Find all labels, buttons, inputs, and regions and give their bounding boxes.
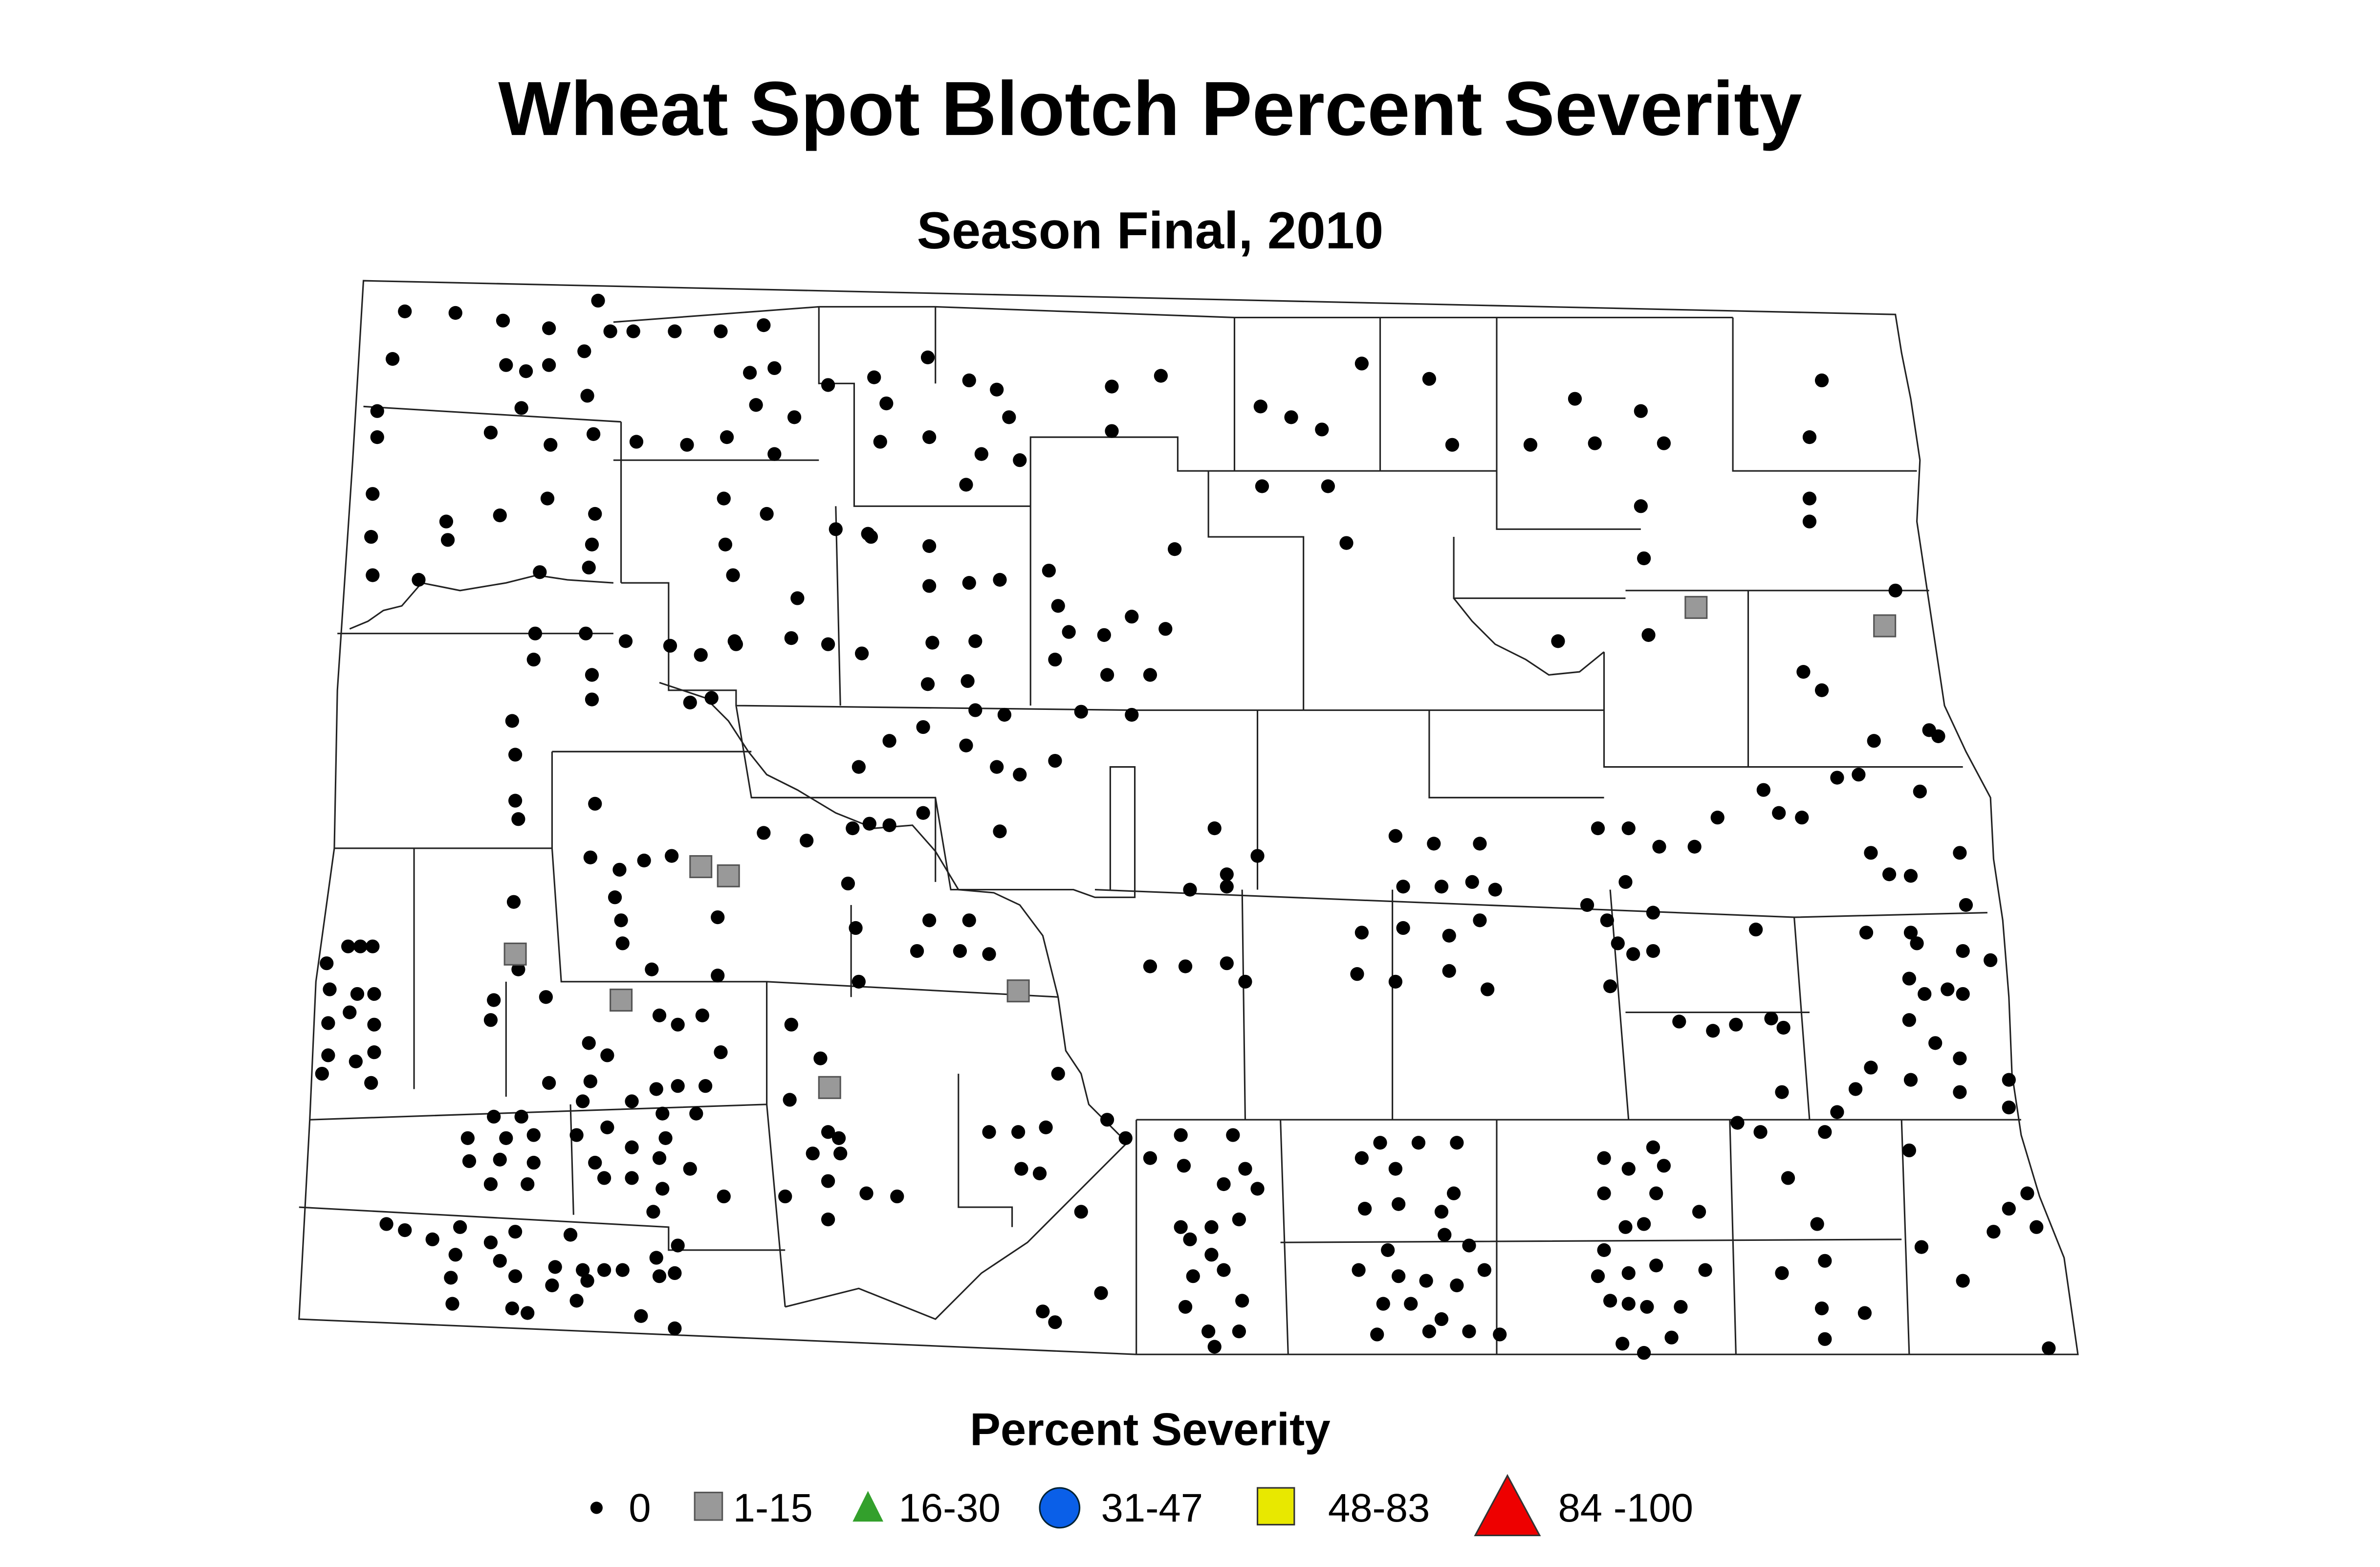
legend-symbol: [1039, 1487, 1081, 1529]
legend-label: 1-15: [733, 1486, 813, 1530]
state-outline: [298, 280, 2079, 1355]
legend-title: Percent Severity: [970, 1403, 1331, 1455]
map-title: Wheat Spot Blotch Percent Severity: [498, 66, 1802, 152]
legend-symbol: [590, 1501, 603, 1514]
legend-symbol: [852, 1491, 884, 1522]
legend: Percent Severity 0 1-15 16-30 31-47 48-8…: [590, 1403, 1693, 1536]
zero-severity-sites: [315, 293, 2056, 1360]
legend-label: 0: [629, 1486, 651, 1530]
legend-label: 31-47: [1101, 1486, 1203, 1530]
map-subtitle: Season Final, 2010: [917, 201, 1383, 260]
severity-1-15-sites: [503, 596, 1897, 1099]
legend-label: 48-83: [1328, 1486, 1430, 1530]
legend-label: 16-30: [898, 1486, 1001, 1530]
legend-symbol: [694, 1491, 723, 1521]
legend-label: 84 -100: [1558, 1486, 1693, 1530]
legend-symbol: [1256, 1487, 1295, 1525]
legend-symbol: [1474, 1474, 1541, 1536]
